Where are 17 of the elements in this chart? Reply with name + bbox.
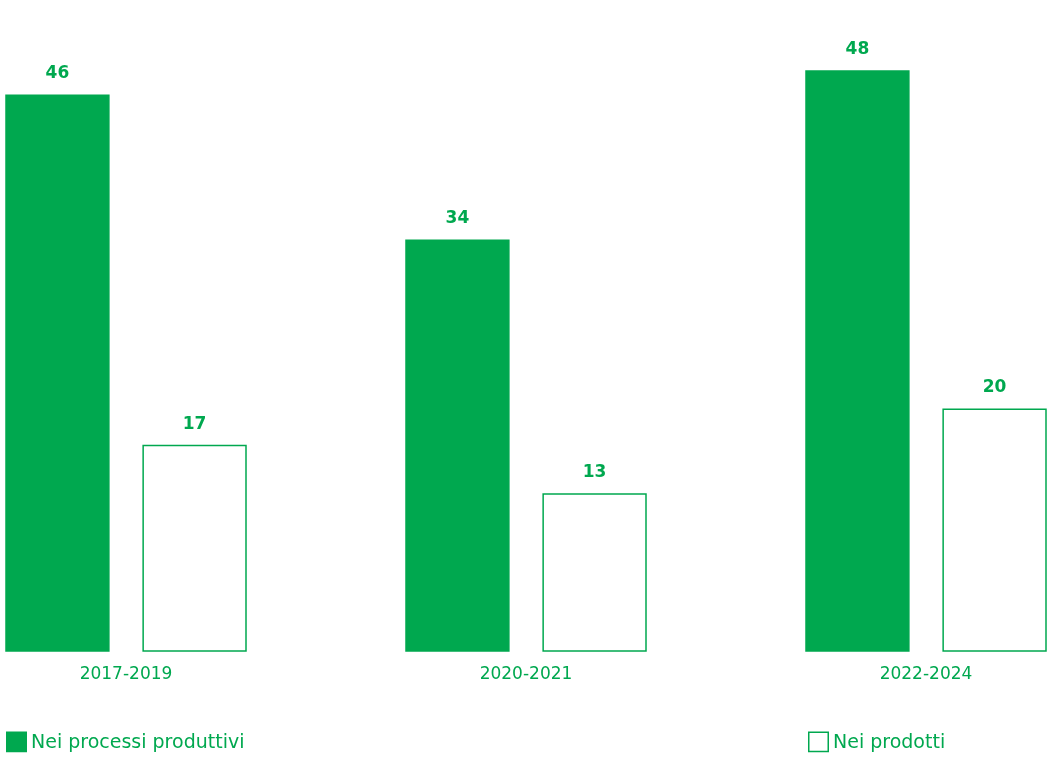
x-tick-label: 2022-2024 bbox=[879, 662, 973, 683]
bar bbox=[805, 70, 910, 652]
bar bbox=[142, 444, 247, 652]
data-label: 48 bbox=[845, 38, 870, 58]
data-label: 17 bbox=[182, 412, 207, 433]
data-label: 13 bbox=[582, 460, 607, 481]
data-label: 20 bbox=[982, 376, 1007, 397]
data-label: 34 bbox=[445, 207, 470, 228]
legend-label: Nei processi produttivi bbox=[31, 729, 245, 752]
legend-label: Nei prodotti bbox=[833, 729, 946, 752]
x-tick-label: 2020-2021 bbox=[479, 662, 573, 683]
x-tick-label: 2017-2019 bbox=[79, 662, 173, 683]
bar bbox=[542, 493, 647, 652]
data-label: 46 bbox=[45, 62, 70, 83]
bar bbox=[405, 239, 510, 652]
bar bbox=[942, 408, 1047, 652]
bar bbox=[5, 94, 110, 652]
